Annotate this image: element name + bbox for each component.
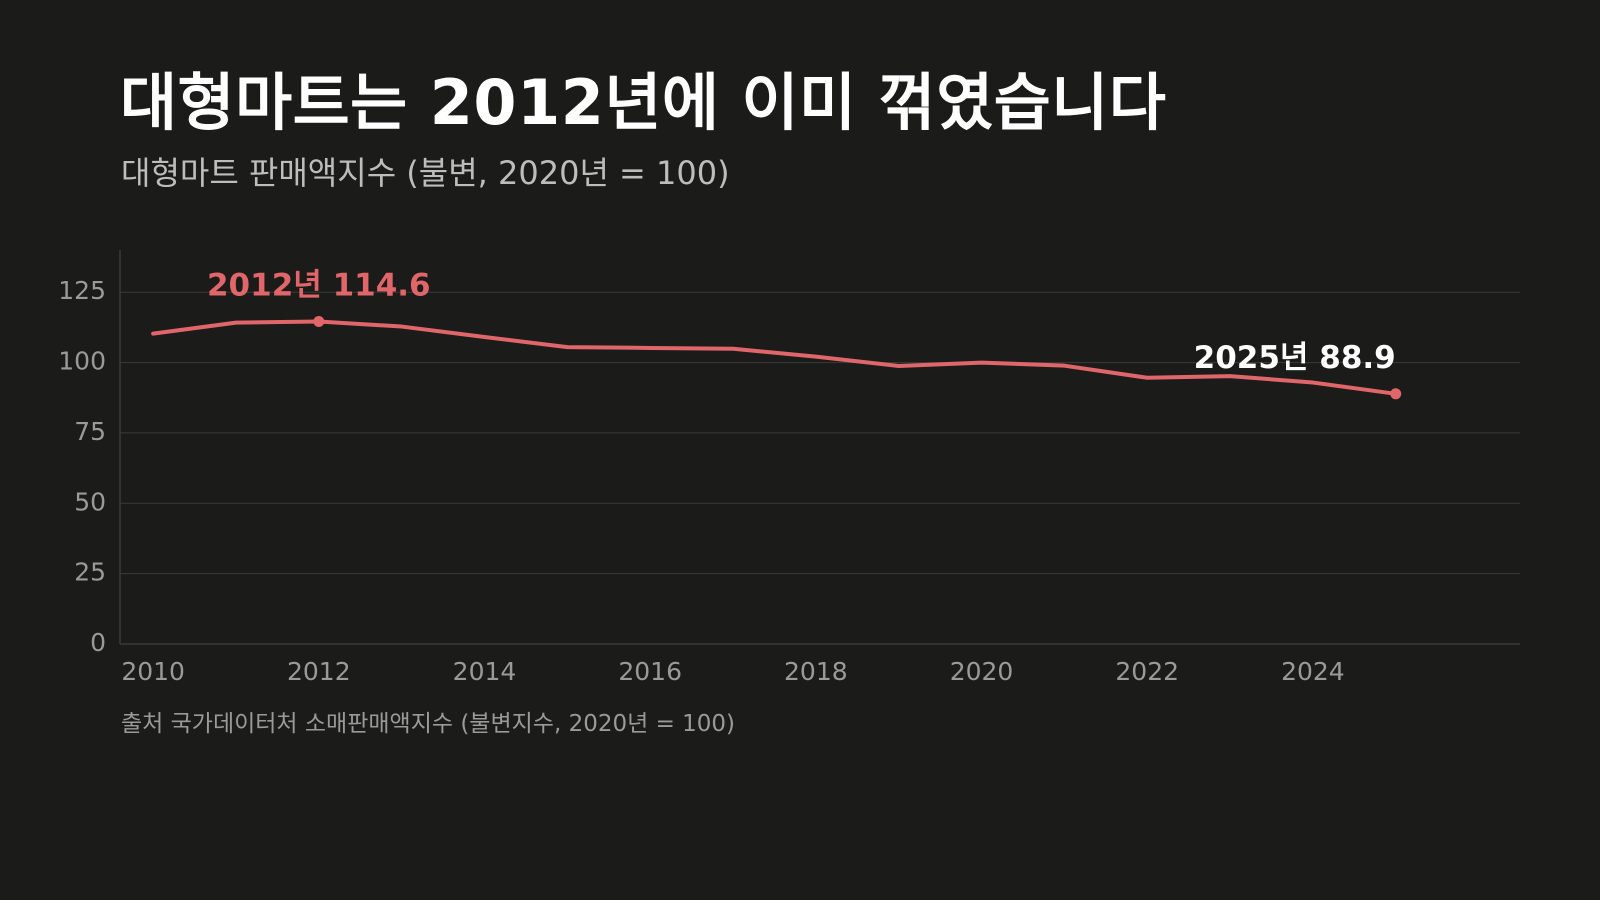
- series-line-0: [151, 319, 1398, 396]
- point-marker-2025: [1390, 388, 1402, 400]
- series-layer: [151, 319, 1398, 396]
- y-tick-label-125: 125: [58, 276, 106, 305]
- annotations: 2012년 114.6 2025년 88.9: [207, 267, 1402, 400]
- y-tick-label-50: 50: [74, 487, 106, 516]
- data-label-2025: 2025년 88.9: [1194, 340, 1396, 376]
- x-tick-label-2016: 2016: [618, 657, 682, 686]
- chart-subtitle: 대형마트 판매액지수 (불변, 2020년 = 100): [121, 154, 730, 192]
- x-tick-label-2024: 2024: [1281, 657, 1345, 686]
- x-tick-label-2018: 2018: [784, 657, 848, 686]
- y-tick-label-0: 0: [90, 628, 106, 657]
- data-label-2012: 2012년 114.6: [207, 267, 431, 303]
- page-title: 대형마트는 2012년에 이미 꺾였습니다: [120, 66, 1167, 139]
- x-tick-label-2020: 2020: [950, 657, 1014, 686]
- x-tick-label-2014: 2014: [453, 657, 517, 686]
- grid-lines: [120, 291, 1520, 575]
- point-marker-2012: [313, 315, 325, 327]
- x-tick-label-2010: 2010: [121, 657, 185, 686]
- axes: [119, 250, 1520, 645]
- x-tick-label-2022: 2022: [1115, 657, 1179, 686]
- y-tick-label-75: 75: [74, 417, 106, 446]
- source-note: 출처 국가데이터처 소매판매액지수 (불변지수, 2020년 = 100): [121, 711, 736, 737]
- y-tick-label-25: 25: [74, 558, 106, 587]
- tick-labels: 0 25 50 75 100 125 2010 2012 2014 2016 2018 2020 202…: [58, 276, 1344, 686]
- x-tick-label-2012: 2012: [287, 657, 351, 686]
- y-tick-label-100: 100: [58, 347, 106, 376]
